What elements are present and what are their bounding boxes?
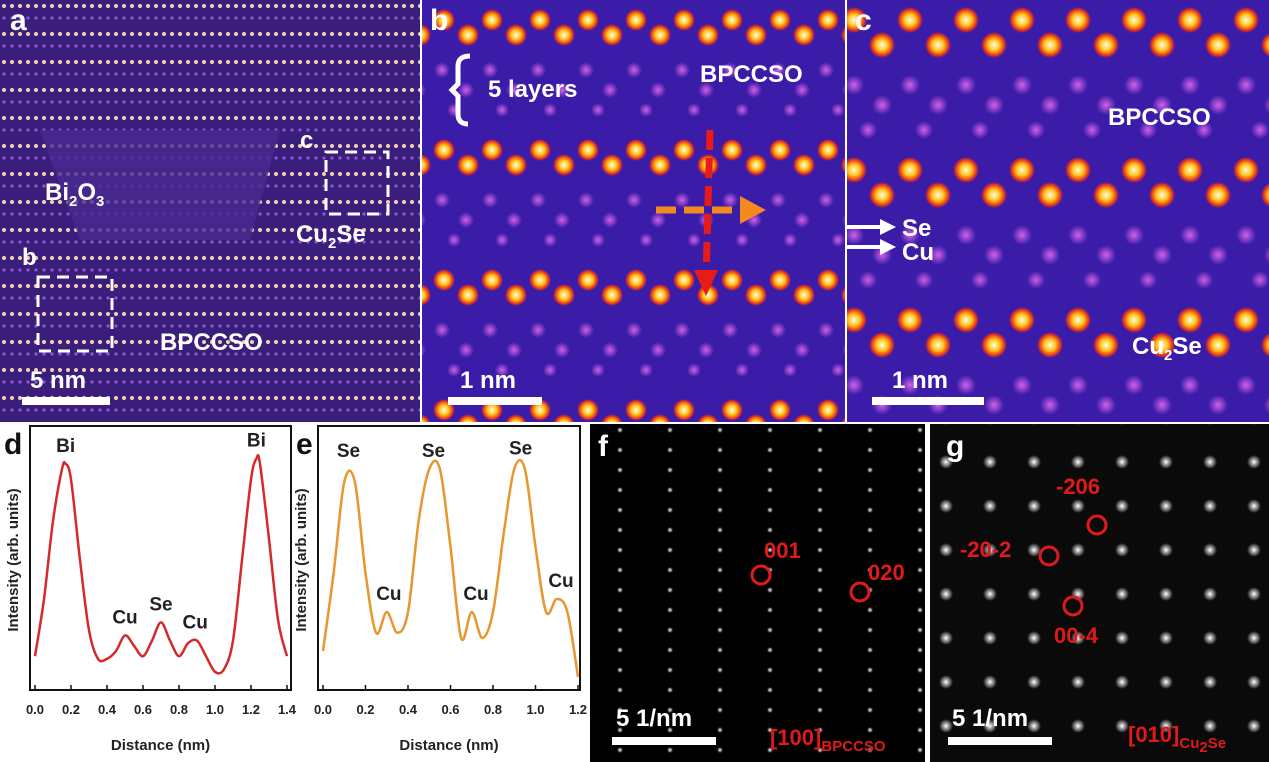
peak-label: Se (422, 441, 445, 462)
panel-a: a Bi2O3 c Cu2Se b BPCCSO 5 nm (0, 0, 420, 422)
image-c (847, 0, 1269, 422)
x-tick-label: 1.2 (569, 702, 587, 717)
x-axis-label: Distance (nm) (399, 737, 498, 754)
t: [100] (770, 725, 821, 750)
zone-axis: [010]Cu2Se (1128, 722, 1226, 756)
x-tick-label: 0.2 (62, 702, 80, 717)
profile-line (33, 453, 289, 675)
x-tick-label: 0.8 (484, 702, 502, 717)
t: Cu (1132, 333, 1164, 360)
panel-label: b (430, 4, 448, 37)
t: 2 (1199, 739, 1207, 756)
scale-label: 5 1/nm (952, 705, 1028, 732)
profile-line (321, 458, 580, 678)
phase-label: BPCCSO (160, 329, 263, 356)
atom-label: Se (902, 215, 931, 242)
spot-label: -206 (1056, 474, 1100, 499)
y-axis-label: Intensity (arb. units) (293, 488, 310, 631)
plot-frame (317, 425, 581, 691)
image-g (930, 424, 1269, 762)
peak-label: Cu (548, 571, 573, 592)
panel-label: g (946, 430, 964, 463)
box-label: b (22, 244, 37, 271)
zone-axis: [100]BPCCSO (770, 725, 886, 755)
t: Se (1172, 333, 1201, 360)
atom-label: Cu (902, 239, 934, 266)
x-tick-label: 0.0 (314, 702, 332, 717)
phase-label: BPCCSO (1108, 104, 1211, 131)
x-tick-label: 0.2 (356, 702, 374, 717)
peak-label: Se (149, 594, 172, 615)
t: Cu (1179, 735, 1199, 752)
t: Se (336, 221, 365, 248)
spot-label: 001 (764, 538, 801, 563)
phase-label: Bi2O3 (45, 179, 104, 210)
t: 3 (96, 193, 104, 210)
t: Bi (45, 179, 69, 206)
panel-label: f (598, 430, 609, 463)
t: 2 (328, 235, 336, 252)
panel-label: d (4, 428, 22, 461)
x-tick-label: 0.0 (26, 702, 44, 717)
peak-label: Bi (56, 436, 75, 457)
panel-label: a (10, 4, 27, 37)
peak-label: Cu (112, 607, 137, 628)
spot-label: -20-2 (960, 537, 1011, 562)
peak-label: Se (337, 441, 360, 462)
scale-label: 1 nm (460, 367, 516, 394)
t: O (77, 179, 96, 206)
x-tick-label: 1.2 (242, 702, 260, 717)
x-axis-label: Distance (nm) (111, 737, 210, 754)
x-tick-label: 0.8 (170, 702, 188, 717)
t: 2 (69, 193, 77, 210)
x-tick-label: 1.0 (526, 702, 544, 717)
peak-label: Cu (463, 584, 488, 605)
panel-f: f 001 020 5 1/nm [100]BPCCSO (590, 424, 925, 762)
panel-b: b 5 layers BPCCSO 1 nm (422, 0, 845, 422)
peak-label: Bi (247, 431, 266, 452)
panel-label: e (296, 428, 313, 461)
x-tick-label: 0.4 (98, 702, 117, 717)
y-axis-label: Intensity (arb. units) (5, 488, 22, 631)
spot-label: 00-4 (1054, 623, 1099, 648)
t: Cu (296, 221, 328, 248)
panel-c: c BPCCSO Se Cu Cu2Se 1 nm (847, 0, 1269, 422)
t: Se (1208, 735, 1226, 752)
box-label: c (300, 127, 313, 154)
x-tick-label: 0.4 (399, 702, 418, 717)
peak-label: Cu (183, 613, 208, 634)
t: BPCCSO (821, 738, 886, 755)
image-b (422, 0, 845, 422)
scale-label: 5 nm (30, 367, 86, 394)
plot-frame (29, 425, 292, 691)
phase-label: BPCCSO (700, 61, 803, 88)
peak-label: Se (509, 438, 532, 459)
scale-label: 5 1/nm (616, 705, 692, 732)
x-tick-label: 0.6 (134, 702, 152, 717)
phase-label: Cu2Se (296, 221, 366, 252)
spot-label: 020 (868, 560, 905, 585)
t: 2 (1164, 347, 1172, 364)
panel-g: g -206 -20-2 00-4 5 1/nm [010]Cu2Se (930, 424, 1269, 762)
t: [010] (1128, 722, 1179, 747)
annotation: 5 layers (488, 76, 577, 103)
peak-label: Cu (376, 584, 401, 605)
panel-label: c (855, 4, 872, 37)
scale-label: 1 nm (892, 367, 948, 394)
x-tick-label: 1.0 (206, 702, 224, 717)
x-tick-label: 0.6 (441, 702, 459, 717)
x-tick-label: 1.4 (278, 702, 297, 717)
phase-label: Cu2Se (1132, 333, 1202, 364)
